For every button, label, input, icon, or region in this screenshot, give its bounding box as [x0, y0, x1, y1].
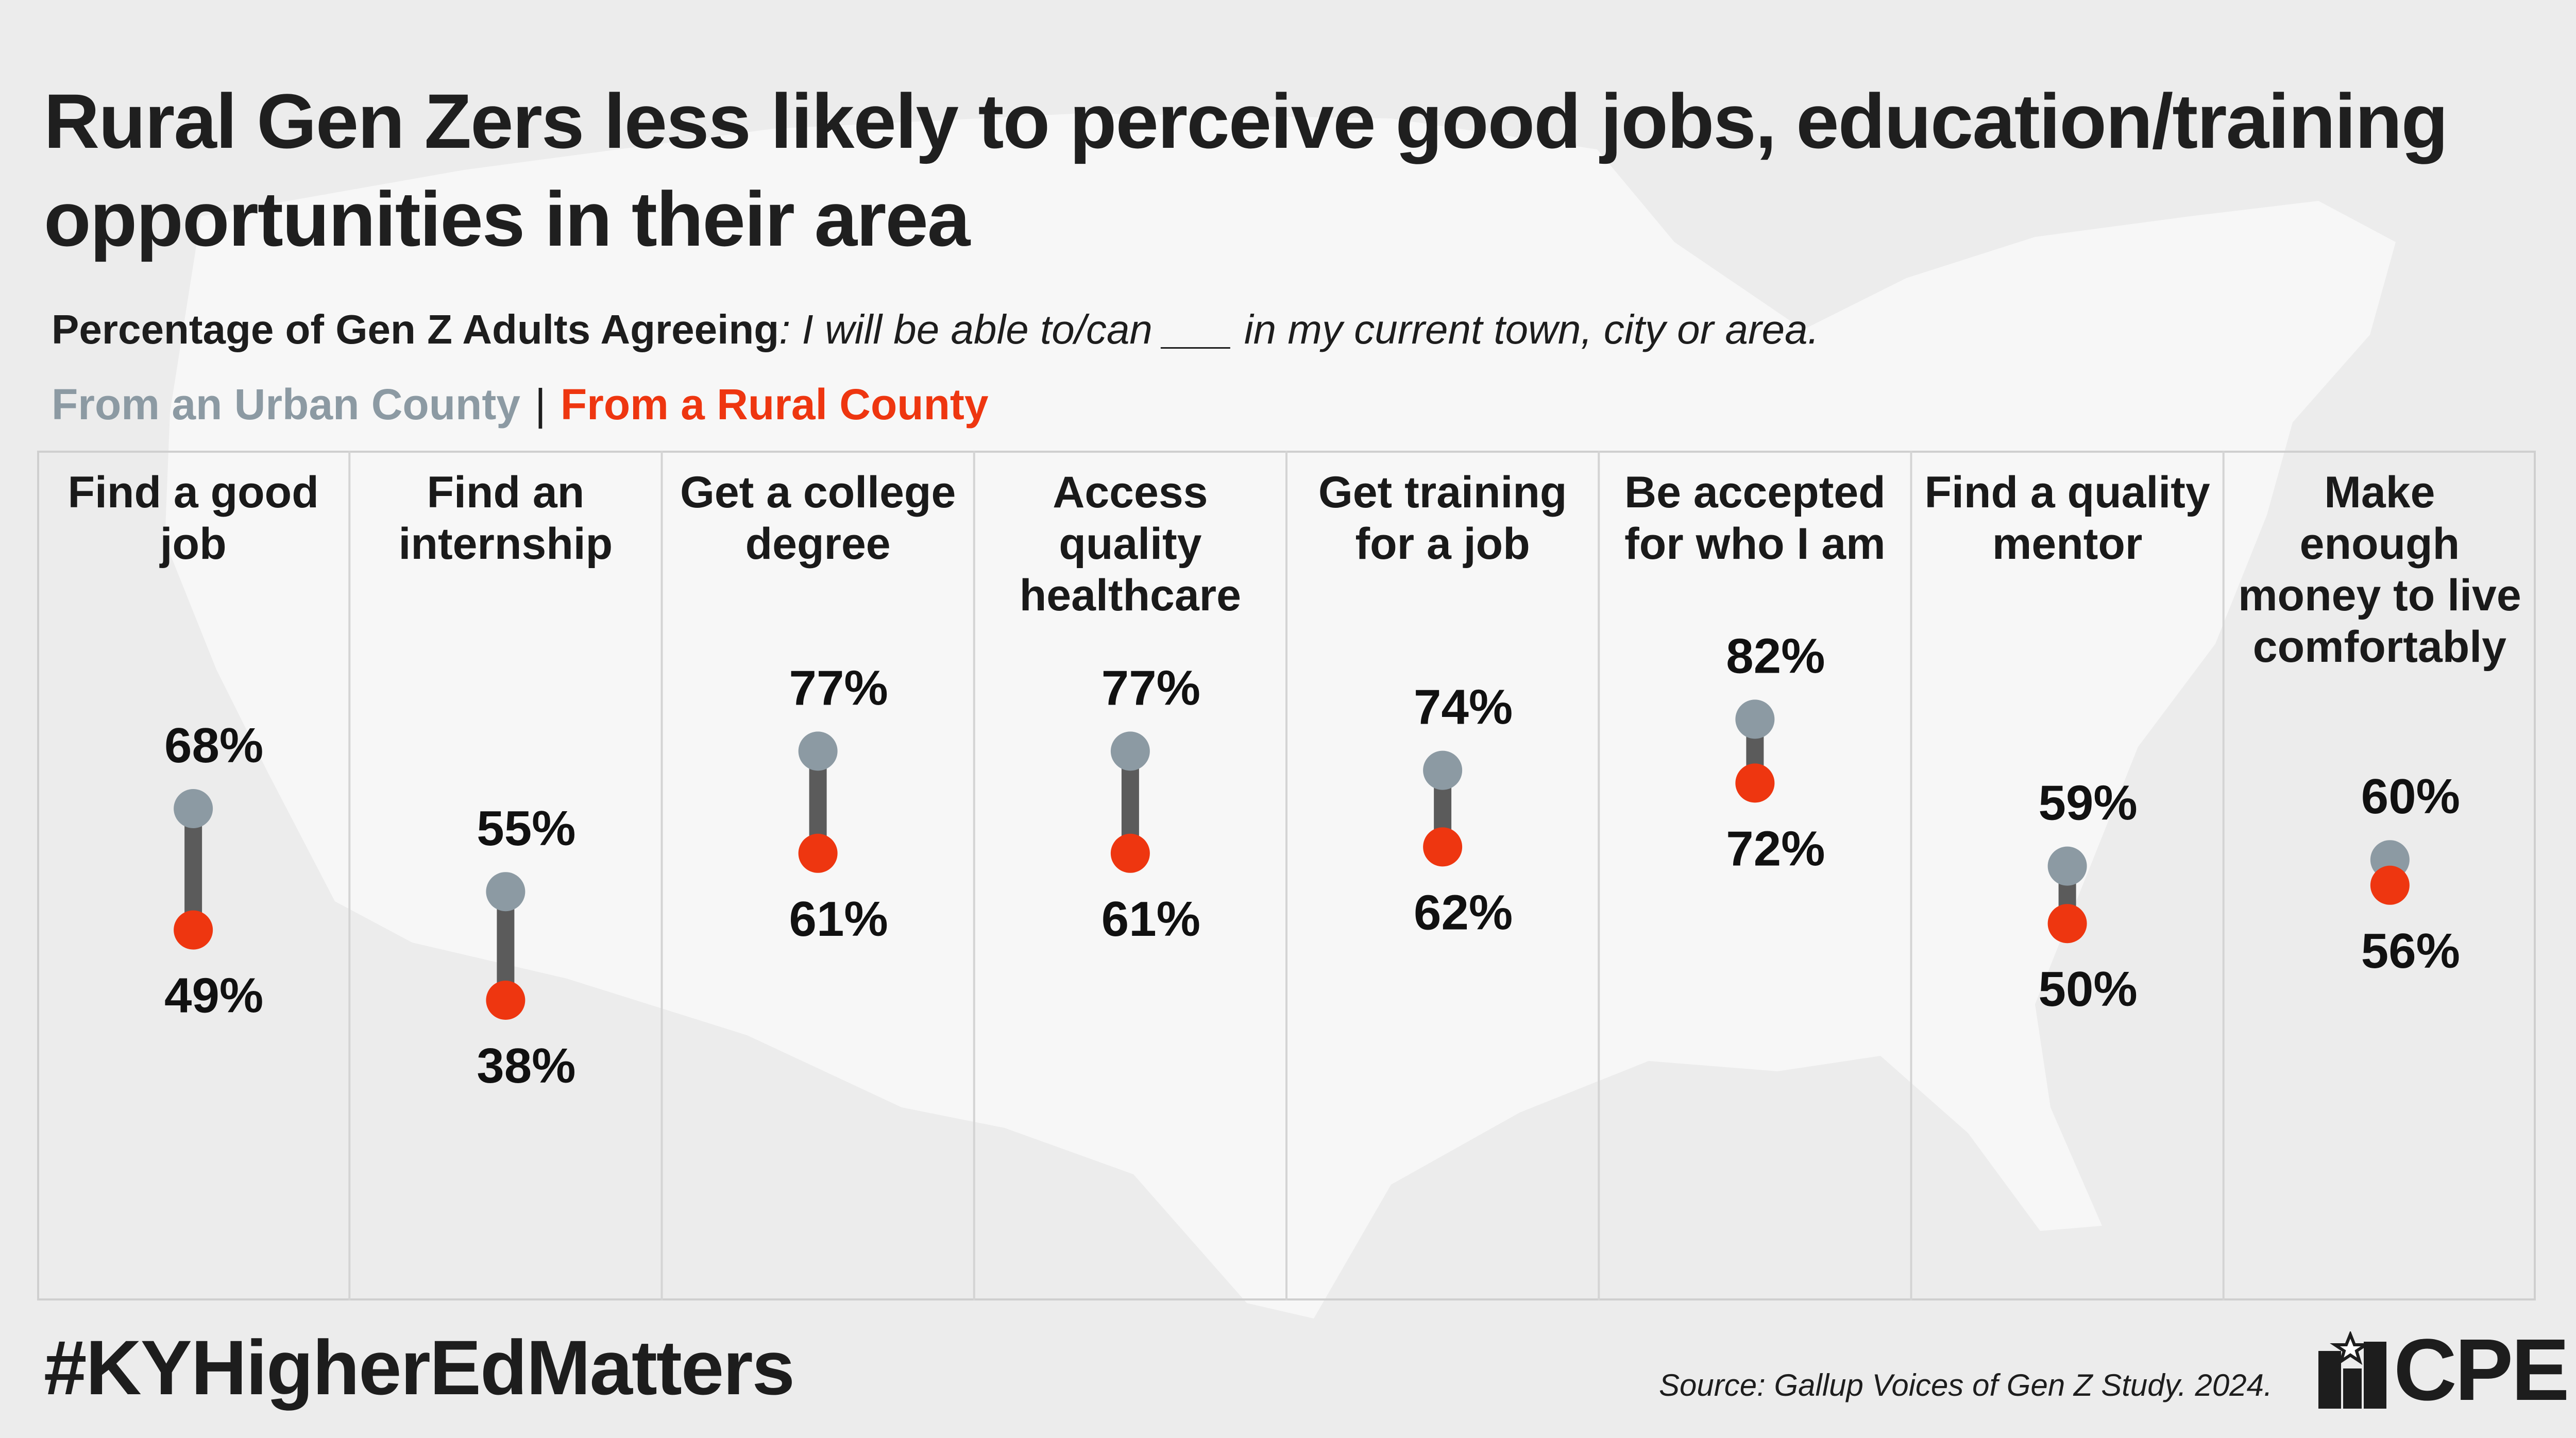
rural-value-label: 72% [1726, 821, 1825, 876]
rural-point [486, 981, 526, 1020]
cpe-logo-icon [2318, 1331, 2386, 1409]
category-label: Access quality healthcare [1020, 468, 1241, 620]
category-label: Make enough money to live comfortably [2238, 468, 2521, 672]
urban-point [798, 731, 838, 771]
legend-rural: From a Rural County [560, 380, 989, 429]
urban-value-label: 55% [477, 801, 575, 856]
chart-subtitle: Percentage of Gen Z Adults Agreeing: I w… [52, 304, 1819, 355]
urban-value-label: 82% [1726, 628, 1825, 683]
rural-point [174, 910, 213, 950]
rural-point [2047, 904, 2087, 944]
urban-value-label: 59% [2039, 776, 2138, 831]
subtitle-italic: : I will be able to/can ___ in my curren… [779, 306, 1819, 352]
legend-separator: | [535, 380, 546, 429]
chart-title: Rural Gen Zers less likely to perceive g… [44, 78, 2448, 262]
urban-point [1110, 731, 1150, 771]
rural-value-label: 38% [477, 1038, 575, 1093]
rural-value-label: 61% [1101, 892, 1200, 947]
subtitle-bold: Percentage of Gen Z Adults Agreeing [52, 306, 779, 352]
urban-value-label: 77% [1101, 660, 1200, 715]
urban-value-label: 68% [164, 718, 263, 773]
legend-urban: From an Urban County [52, 380, 521, 429]
category-label: Get a college degree [680, 468, 956, 569]
category-label: Find an internship [399, 468, 613, 569]
rural-value-label: 49% [164, 968, 263, 1023]
rural-value-label: 62% [1414, 885, 1513, 940]
urban-point [1423, 750, 1463, 790]
urban-point [486, 872, 526, 912]
legend: From an Urban County | From a Rural County [52, 376, 989, 433]
rural-point [1423, 827, 1463, 867]
urban-value-label: 60% [2361, 769, 2460, 824]
urban-value-label: 74% [1414, 680, 1513, 735]
cpe-logo-text: CPE [2394, 1321, 2570, 1419]
urban-value-label: 77% [789, 660, 888, 715]
rural-value-label: 50% [2039, 962, 2138, 1017]
urban-point [2047, 846, 2087, 886]
category-label: Be accepted for who I am [1624, 468, 1886, 569]
category-label: Get training for a job [1318, 468, 1567, 569]
rural-value-label: 56% [2361, 923, 2460, 979]
rural-point [798, 833, 838, 873]
rural-value-label: 61% [789, 892, 888, 947]
source-note: Source: Gallup Voices of Gen Z Study. 20… [1659, 1368, 2273, 1402]
hashtag: #KYHigherEdMatters [44, 1324, 795, 1411]
urban-point [174, 789, 213, 828]
cpe-logo: CPE [2318, 1321, 2570, 1419]
category-label: Find a quality mentor [1924, 468, 2210, 569]
category-label: Find a good job [68, 468, 319, 569]
rural-point [2370, 865, 2410, 905]
urban-point [1735, 699, 1775, 739]
rural-point [1735, 763, 1775, 803]
rural-point [1110, 833, 1150, 873]
